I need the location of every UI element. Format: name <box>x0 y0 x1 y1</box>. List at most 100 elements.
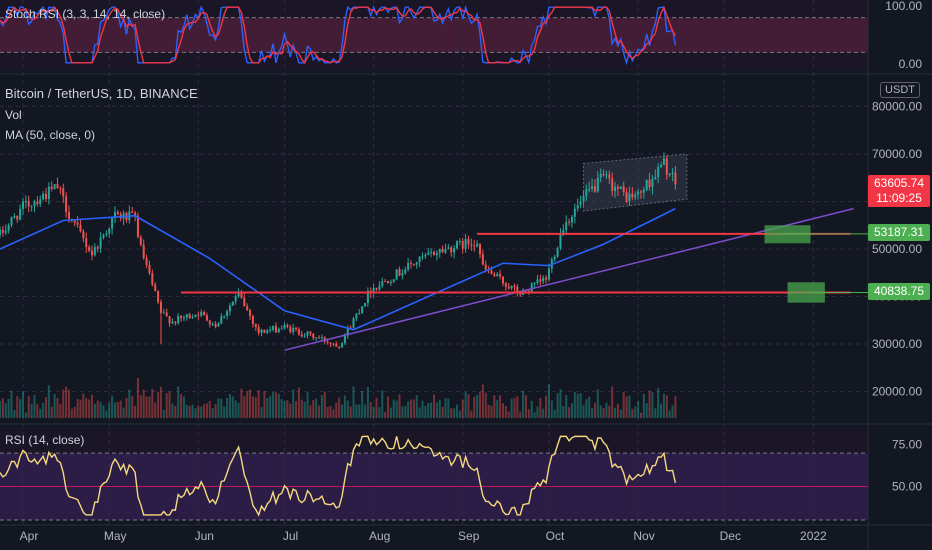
candle-body <box>105 233 108 235</box>
volume-bar <box>493 395 496 418</box>
candle-body <box>631 193 634 198</box>
candle-body <box>401 273 404 276</box>
candle-body <box>545 277 548 280</box>
candle-body <box>168 316 171 324</box>
volume-bar <box>665 395 668 418</box>
volume-bar <box>326 406 329 418</box>
candle-body <box>174 321 177 324</box>
candle-body <box>1 229 4 233</box>
volume-bar <box>246 390 249 418</box>
volume-bar <box>438 399 441 418</box>
candle-body <box>177 315 180 324</box>
candle-body <box>231 301 234 306</box>
volume-bar <box>358 404 361 418</box>
ma-legend[interactable]: MA (50, close, 0) <box>5 128 96 142</box>
volume-bar <box>637 401 640 418</box>
candle-body <box>93 247 96 256</box>
candle-body <box>582 196 585 202</box>
candle-body <box>292 327 295 333</box>
candle-body <box>286 324 289 327</box>
candle-body <box>605 174 608 176</box>
candle-body <box>470 244 473 246</box>
candle-body <box>108 228 111 234</box>
candle-body <box>421 256 424 258</box>
candle-body <box>211 323 214 325</box>
candle-body <box>614 186 617 192</box>
candle-body <box>513 285 516 287</box>
candle-body <box>573 208 576 217</box>
currency-button[interactable]: USDT <box>880 82 920 98</box>
volume-bar <box>387 396 390 418</box>
volume-bar <box>513 397 516 418</box>
candle-body <box>251 316 254 324</box>
candle-body <box>171 321 174 324</box>
volume-bar <box>329 405 332 418</box>
volume-bar <box>395 400 398 418</box>
candle-body <box>257 327 260 333</box>
candle-body <box>352 318 355 328</box>
candle-body <box>10 217 13 226</box>
volume-bar <box>476 394 479 418</box>
volume-bar <box>674 396 677 418</box>
candle-body <box>157 291 160 303</box>
volume-bar <box>481 384 484 418</box>
symbol-title[interactable]: Bitcoin / TetherUS, 1D, BINANCE <box>5 86 198 101</box>
candle-body <box>208 320 211 325</box>
target-zone[interactable] <box>787 282 825 303</box>
candle-body <box>484 264 487 270</box>
candle-body <box>358 313 361 315</box>
volume-bar <box>648 390 651 418</box>
candle-body <box>277 328 280 333</box>
support-trendline[interactable] <box>284 207 854 351</box>
volume-bar <box>139 395 142 418</box>
volume-bar <box>188 405 191 418</box>
volume-bar <box>338 397 341 418</box>
rsi-legend[interactable]: RSI (14, close) <box>5 433 85 447</box>
candle-body <box>303 335 306 337</box>
candle-body <box>384 281 387 283</box>
candle-body <box>39 199 42 205</box>
drawings[interactable] <box>181 207 868 351</box>
volume-bar <box>211 407 214 418</box>
volume-bar <box>576 393 579 418</box>
volume-bar <box>381 390 384 418</box>
candle-body <box>450 247 453 253</box>
candle-body <box>533 282 536 284</box>
volume-bar <box>545 395 548 418</box>
volume-bar <box>171 403 174 418</box>
volume-bar <box>148 396 151 418</box>
candle-body <box>280 328 283 330</box>
volume-bar <box>315 398 318 418</box>
candle-body <box>501 276 504 284</box>
volume-legend[interactable]: Vol <box>5 108 22 122</box>
candle-body <box>300 334 303 337</box>
candle-body <box>478 243 481 255</box>
bar-countdown: 11:09:25 <box>876 191 922 205</box>
volume-bar <box>444 398 447 418</box>
candle-body <box>326 341 329 343</box>
candle-body <box>139 237 142 245</box>
volume-bar <box>309 405 312 418</box>
candle-body <box>151 272 154 285</box>
candle-body <box>59 188 62 190</box>
volume-bar <box>283 401 286 418</box>
stoch-rsi-legend[interactable]: Stoch RSI (3, 3, 14, 14, close) <box>5 7 166 21</box>
candle-body <box>593 186 596 192</box>
volume-bar <box>203 404 206 418</box>
volume-bar <box>174 405 177 418</box>
candlesticks <box>0 152 677 349</box>
candle-body <box>85 238 88 248</box>
time-tick-label: Jun <box>195 529 214 543</box>
volume-bar <box>430 402 433 418</box>
volume-bar <box>134 405 137 418</box>
candle-body <box>415 262 418 265</box>
volume-bar <box>67 389 70 418</box>
candle-body <box>102 234 105 238</box>
candle-body <box>272 326 275 330</box>
candle-body <box>237 291 240 297</box>
target-zone[interactable] <box>764 225 811 244</box>
candle-body <box>625 192 628 202</box>
candle-body <box>217 323 220 327</box>
volume-bar <box>332 409 335 418</box>
